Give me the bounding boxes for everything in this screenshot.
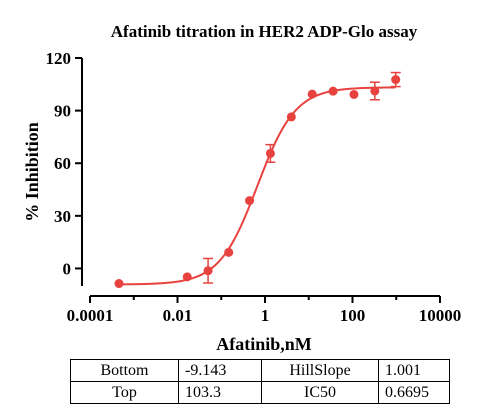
dose-response-chart: Afatinib titration in HER2 ADP-Glo assay… xyxy=(22,22,462,354)
table-row: Bottom -9.143 HillSlope 1.001 xyxy=(70,359,450,382)
data-point xyxy=(349,89,359,99)
bottom-value: -9.143 xyxy=(178,359,262,382)
hillslope-value: 1.001 xyxy=(378,359,450,382)
data-points-group xyxy=(114,71,401,289)
data-point xyxy=(114,279,124,289)
table-row: Top 103.3 IC50 0.6695 xyxy=(70,381,450,404)
top-label: Top xyxy=(70,381,179,404)
axes: 0 30 60 90 120 0.0001 0.01 1 100 10000 xyxy=(46,49,462,325)
y-tick-label: 120 xyxy=(46,49,72,68)
x-tick-label: 0.0001 xyxy=(67,306,114,325)
x-tick-label: 10000 xyxy=(419,306,462,325)
y-tick-label: 90 xyxy=(54,102,71,121)
data-point xyxy=(328,86,338,96)
data-point xyxy=(265,148,275,158)
bottom-label: Bottom xyxy=(70,359,179,382)
y-tick-label: 60 xyxy=(54,154,71,173)
x-tick-label: 100 xyxy=(340,306,366,325)
ic50-label: IC50 xyxy=(261,381,379,404)
fit-curve xyxy=(118,86,396,286)
data-point xyxy=(391,75,401,85)
x-tick-label: 0.01 xyxy=(163,306,193,325)
data-point xyxy=(182,272,192,282)
data-point xyxy=(203,266,213,276)
data-point xyxy=(224,247,234,257)
fit-curve-group xyxy=(118,86,396,286)
y-axis-title: % Inhibition xyxy=(22,122,42,222)
hillslope-label: HillSlope xyxy=(261,359,379,382)
y-tick-label: 30 xyxy=(54,207,71,226)
data-point xyxy=(307,89,317,99)
ic50-value: 0.6695 xyxy=(378,381,450,404)
top-value: 103.3 xyxy=(178,381,262,404)
data-point xyxy=(286,112,296,122)
y-tick-label: 0 xyxy=(63,259,72,278)
x-tick-label: 1 xyxy=(261,306,270,325)
data-point xyxy=(245,196,255,206)
x-axis-title: Afatinib,nM xyxy=(216,334,312,354)
chart-title: Afatinib titration in HER2 ADP-Glo assay xyxy=(111,22,418,41)
data-point xyxy=(370,86,380,96)
fit-parameters-table: Bottom -9.143 HillSlope 1.001 Top 103.3 … xyxy=(70,359,450,404)
